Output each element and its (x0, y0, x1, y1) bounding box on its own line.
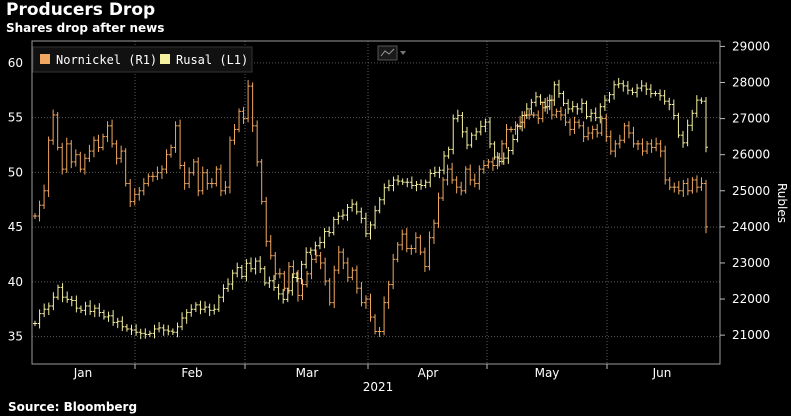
right-tick-label: 26000 (732, 148, 770, 162)
x-tick-label: Jun (652, 366, 672, 380)
left-axis-ticks: 35 40 45 50 55 60 (8, 56, 23, 344)
legend-label-rusal: Rusal (L1) (176, 53, 248, 67)
series-rusal (33, 77, 708, 340)
left-tick-label: 60 (8, 56, 23, 70)
left-tick-label: 50 (8, 165, 23, 179)
series-nornickel (33, 79, 708, 337)
x-tick-label: Jan (73, 366, 93, 380)
series-layer (33, 77, 708, 340)
right-tick-label: 24000 (732, 220, 770, 234)
line-chart-icon (380, 48, 395, 57)
right-tick-label: 21000 (732, 328, 770, 342)
right-tick-label: 25000 (732, 184, 770, 198)
right-axis-ticks: 21000 22000 23000 24000 25000 26000 27000 28000… (720, 39, 770, 342)
left-tick-label: 35 (8, 330, 23, 344)
right-tick-label: 29000 (732, 39, 770, 53)
legend: Nornickel (R1) Rusal (L1) (32, 46, 253, 73)
legend-swatch-rusal (160, 54, 170, 64)
left-tick-label: 40 (8, 275, 23, 289)
right-tick-label: 22000 (732, 292, 770, 306)
x-tick-label: Apr (418, 366, 439, 380)
right-tick-label: 28000 (732, 76, 770, 90)
chart-subtitle: Shares drop after news (6, 21, 165, 35)
x-axis-ticks: Jan Feb Mar Apr May Jun (73, 364, 672, 380)
x-tick-label: Feb (181, 366, 202, 380)
year-label: 2021 (363, 380, 394, 394)
right-axis-label: Rubles (775, 183, 789, 223)
x-tick-label: May (535, 366, 560, 380)
chevron-down-icon (400, 51, 406, 55)
chart-type-button[interactable] (377, 45, 406, 61)
legend-label-nornickel: Nornickel (R1) (56, 53, 157, 67)
left-tick-label: 55 (8, 111, 23, 125)
chart-title: Producers Drop (6, 0, 156, 20)
chart-source: Source: Bloomberg (8, 400, 138, 414)
right-tick-label: 27000 (732, 112, 770, 126)
legend-swatch-nornickel (40, 54, 50, 64)
plot-frame (31, 40, 721, 365)
right-tick-label: 23000 (732, 256, 770, 270)
x-tick-label: Mar (296, 366, 319, 380)
left-tick-label: 45 (8, 220, 23, 234)
